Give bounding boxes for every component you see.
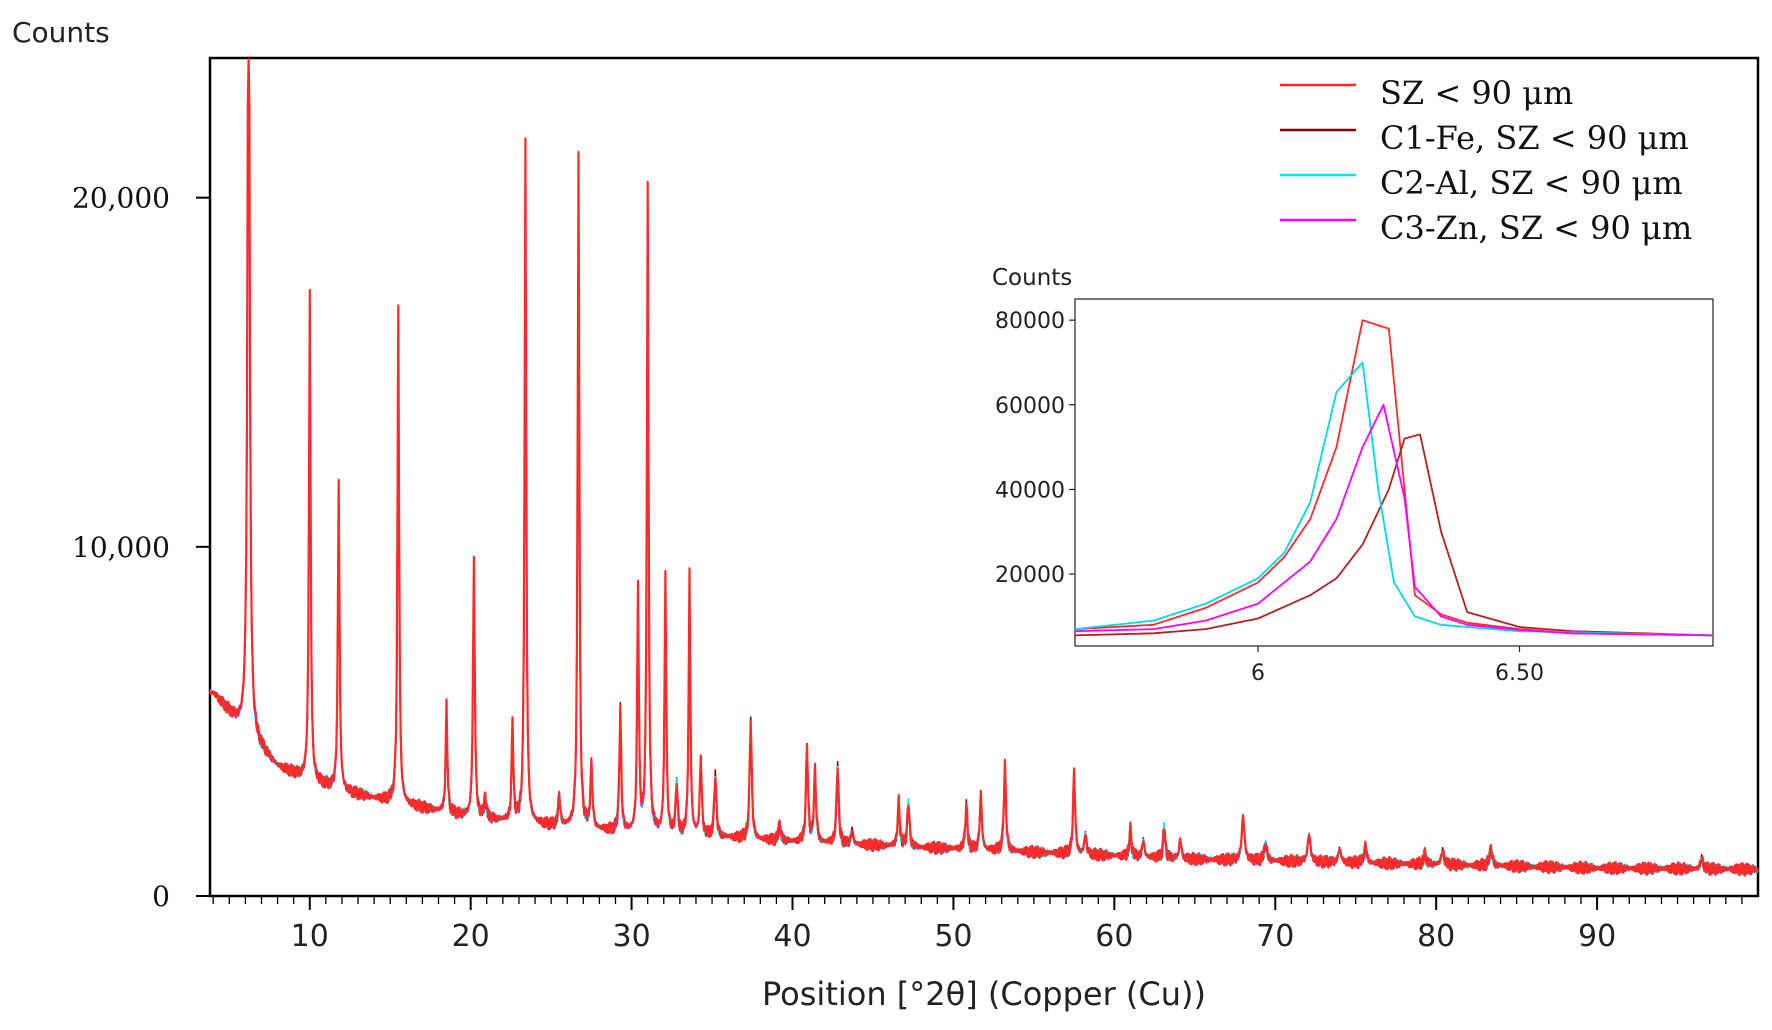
x-tick-label: 10 (291, 919, 329, 954)
y-tick-label: 20,000 (72, 182, 170, 215)
x-tick-label: 40 (773, 919, 811, 954)
inset-series-line-3 (1074, 403, 1714, 637)
y-tick-label: 0 (152, 880, 170, 913)
inset-y-axis-label: Counts (992, 265, 1072, 291)
inset-y-tick-label: 40000 (995, 478, 1065, 503)
x-tick-label: 20 (452, 919, 490, 954)
x-tick-label: 50 (934, 919, 972, 954)
legend-label-3: C3-Zn, SZ < 90 μm (1380, 209, 1692, 247)
inset-x-tick-label: 6.50 (1495, 661, 1544, 686)
x-tick-label: 90 (1578, 919, 1616, 954)
main-x-axis-label: Position [°2θ] (Copper (Cu)) (762, 975, 1206, 1013)
legend-label-2: C2-Al, SZ < 90 μm (1380, 164, 1683, 202)
inset-x-tick-label: 6 (1251, 661, 1265, 686)
inset-y-tick-label: 60000 (995, 394, 1065, 419)
inset-series-line-0 (1074, 319, 1714, 637)
inset-series-group (1074, 319, 1714, 637)
y-tick-label: 10,000 (72, 531, 170, 564)
main-series-group (208, 57, 1759, 877)
inset-series-line-1 (1074, 433, 1714, 637)
inset-y-tick-label: 20000 (995, 563, 1065, 588)
inset-axes-group: 20000 40000 60000 80000 6 6.50 (995, 309, 1544, 686)
inset-series-line-2 (1074, 361, 1714, 637)
inset-y-tick-label: 80000 (995, 309, 1065, 334)
main-series-line-0 (208, 57, 1759, 877)
x-tick-label: 60 (1095, 919, 1133, 954)
legend: SZ < 90 μm C1-Fe, SZ < 90 μm C2-Al, SZ < 9… (1280, 74, 1692, 247)
x-tick-label: 30 (613, 919, 651, 954)
legend-label-0: SZ < 90 μm (1380, 74, 1573, 112)
main-axes-group: 10 20 30 40 50 60 70 80 90 0 10,000 20,000 (72, 182, 1743, 954)
legend-label-1: C1-Fe, SZ < 90 μm (1380, 119, 1689, 157)
x-tick-label: 80 (1417, 919, 1455, 954)
main-y-axis-label: Counts (12, 16, 110, 49)
x-tick-label: 70 (1256, 919, 1294, 954)
main-plot-frame (208, 56, 1760, 898)
